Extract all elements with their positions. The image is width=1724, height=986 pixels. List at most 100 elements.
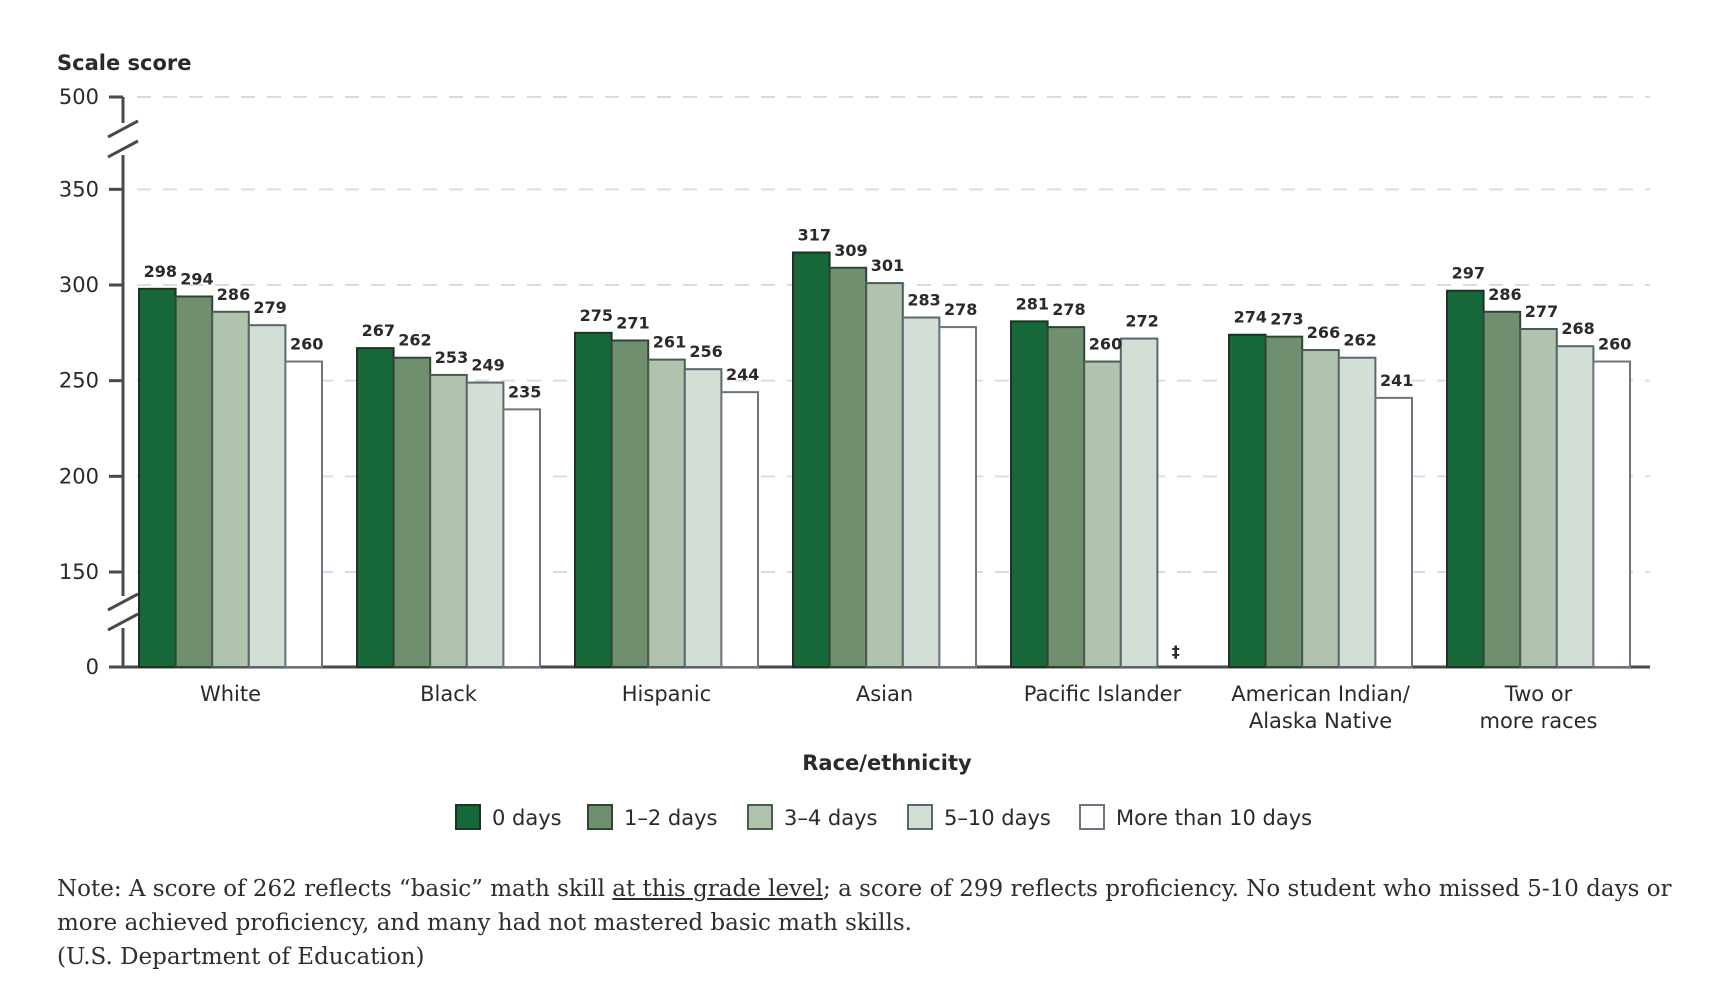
bar xyxy=(1228,333,1267,668)
bar xyxy=(610,339,650,668)
bar xyxy=(792,251,831,668)
category-label: Asian xyxy=(856,682,913,706)
bar xyxy=(1337,356,1377,668)
legend-label: More than 10 days xyxy=(1116,806,1312,830)
bar-value-label: 279 xyxy=(253,298,286,317)
bar xyxy=(1010,320,1049,668)
bar xyxy=(1482,310,1522,668)
bar xyxy=(429,373,468,668)
bar xyxy=(138,287,177,668)
legend-item: 0 days xyxy=(455,804,562,830)
legend-swatch xyxy=(747,804,773,830)
bar-value-label: 256 xyxy=(689,342,722,361)
legend-item: 1–2 days xyxy=(587,804,717,830)
bar-value-label: 277 xyxy=(1525,302,1558,321)
bar xyxy=(465,381,505,668)
bar-value-label: 249 xyxy=(471,356,504,375)
bar xyxy=(356,347,395,668)
bars xyxy=(138,251,1632,668)
bar-value-label: 278 xyxy=(944,300,977,319)
bar xyxy=(865,282,904,668)
bar xyxy=(1301,349,1340,668)
bar-value-label: 274 xyxy=(1234,308,1267,327)
bar xyxy=(1119,337,1159,668)
bar xyxy=(284,360,323,668)
y-tick-label: 200 xyxy=(59,464,99,488)
y-tick-label: 300 xyxy=(59,273,99,297)
category-label: more races xyxy=(1480,709,1598,733)
bar xyxy=(392,356,432,668)
axis-break-mark xyxy=(107,139,139,159)
bar-value-label: 286 xyxy=(1488,285,1521,304)
bar xyxy=(1264,335,1304,668)
bar-value-label: 317 xyxy=(798,225,831,244)
bar-value-label: 273 xyxy=(1270,310,1303,329)
note-text: Note: A score of 262 reflects “basic” ma… xyxy=(57,876,613,902)
bar xyxy=(938,326,978,668)
category-label: American Indian/ xyxy=(1231,682,1410,706)
bar-value-label: 268 xyxy=(1561,319,1594,338)
category-label: Black xyxy=(420,682,478,706)
bar-value-label: 271 xyxy=(616,313,649,332)
x-axis-title: Race/ethnicity xyxy=(802,751,972,775)
legend-item: 3–4 days xyxy=(747,804,877,830)
bar xyxy=(211,310,250,668)
bar-value-label: 260 xyxy=(1089,335,1122,354)
grade-level-link[interactable]: at this grade level xyxy=(612,876,824,902)
bar xyxy=(502,408,541,668)
legend-label: 1–2 days xyxy=(624,806,717,830)
bar-value-label: 244 xyxy=(726,365,759,384)
bar xyxy=(901,316,941,668)
bar-value-label: 253 xyxy=(435,348,468,367)
bar-value-label: 298 xyxy=(144,262,177,281)
bar xyxy=(1083,360,1122,668)
bar-value-label: 260 xyxy=(1598,335,1631,354)
y-tick-label: 150 xyxy=(59,560,99,584)
bar-value-label: 261 xyxy=(653,333,686,352)
chart-note: Note: A score of 262 reflects “basic” ma… xyxy=(57,872,1677,974)
legend-swatch xyxy=(1079,804,1105,830)
missing-data-marker: ‡ xyxy=(1172,642,1180,661)
bar xyxy=(1046,326,1086,668)
legend-label: 3–4 days xyxy=(784,806,877,830)
bar-value-label: 281 xyxy=(1016,294,1049,313)
category-label: Hispanic xyxy=(622,682,711,706)
bar xyxy=(174,295,214,668)
y-tick-label: 0 xyxy=(86,655,99,679)
legend-swatch xyxy=(455,804,481,830)
axis-break-mark xyxy=(107,612,139,632)
legend-item: 5–10 days xyxy=(907,804,1051,830)
note-text-continued: ; a score of 299 reflects proficiency. N… xyxy=(57,876,1672,936)
bar-value-label: 309 xyxy=(834,241,867,260)
bar-value-label: 260 xyxy=(290,335,323,354)
bar-value-label: 278 xyxy=(1052,300,1085,319)
legend-swatch xyxy=(587,804,613,830)
category-label: Pacific Islander xyxy=(1024,682,1182,706)
source-citation: (U.S. Department of Education) xyxy=(57,944,425,970)
bar xyxy=(647,358,686,668)
axis-break-mark xyxy=(107,119,139,139)
bar xyxy=(1374,396,1414,668)
bar-value-label: 301 xyxy=(871,256,904,275)
bar xyxy=(720,391,760,668)
bar xyxy=(683,368,723,668)
category-label: White xyxy=(200,682,261,706)
axis-break-mark xyxy=(107,592,139,612)
bar-value-label: 294 xyxy=(180,269,213,288)
bar xyxy=(1555,345,1595,668)
legend-label: 5–10 days xyxy=(944,806,1051,830)
legend-swatch xyxy=(907,804,933,830)
bar-value-label: 262 xyxy=(1343,331,1376,350)
bar xyxy=(1592,360,1632,668)
legend-item: More than 10 days xyxy=(1079,804,1312,830)
y-tick-label: 500 xyxy=(59,85,99,109)
bar xyxy=(247,324,287,668)
bar-value-label: 272 xyxy=(1125,312,1158,331)
bar-value-label: 241 xyxy=(1380,371,1413,390)
bar xyxy=(574,331,613,668)
y-tick-label: 350 xyxy=(59,177,99,201)
bar-value-label: 275 xyxy=(580,306,613,325)
legend-label: 0 days xyxy=(492,806,562,830)
